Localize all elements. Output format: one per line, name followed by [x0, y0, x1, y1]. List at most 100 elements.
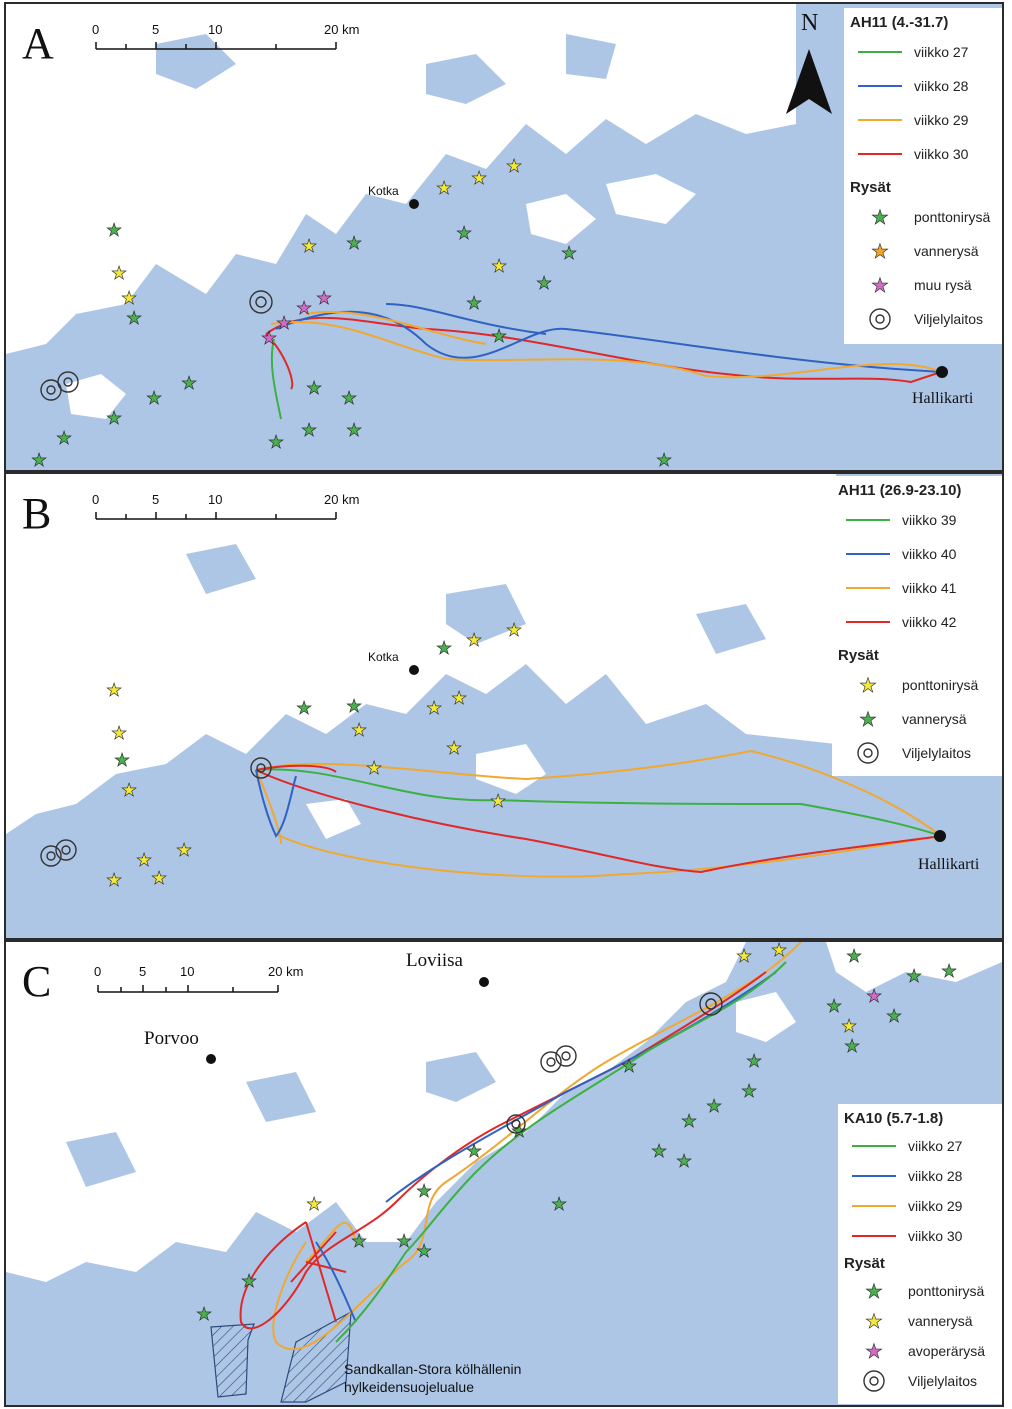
legend-track-item: viikko 41	[832, 571, 1002, 605]
hoop-trap-icon: ★	[490, 791, 506, 811]
track-group	[239, 942, 802, 1351]
legend-farm-item: Viljelylaitos	[832, 736, 1002, 770]
hoop-trap-icon: ★	[466, 630, 482, 650]
pontoon-trap-icon: ★	[146, 388, 162, 408]
pontoon-trap-icon: ★	[346, 420, 362, 440]
legend-track-item: viikko 30	[844, 137, 1002, 171]
pontoon-trap-icon: ★	[741, 1081, 757, 1101]
hoop-trap-icon: ★	[841, 1016, 857, 1036]
pontoon-trap-icon: ★	[491, 326, 507, 346]
pontoon-trap-icon: ★	[871, 206, 890, 229]
pontoon-trap-icon: ★	[536, 273, 552, 293]
legend-item-label: vannerysä	[914, 243, 979, 259]
legend-track-item: viikko 29	[838, 1191, 1002, 1221]
fish-farm-icon	[506, 1114, 526, 1134]
fish-farm-markers	[506, 992, 723, 1134]
pontoon-trap-icon: ★	[341, 388, 357, 408]
legend-item-label: muu rysä	[914, 277, 972, 293]
pontoon-trap-icon: ★	[621, 1056, 637, 1076]
legend-title: AH11 (4.-31.7)	[850, 14, 949, 31]
pontoon-trap-icon: ★	[31, 450, 47, 470]
legend-item-label: viikko 30	[914, 146, 969, 162]
pontoon-trap-icon: ★	[296, 698, 312, 718]
legend-trap-item: ★ ponttonirysä	[844, 200, 1002, 234]
hoop-trap-icon: ★	[871, 240, 890, 263]
other-trap-icon: ★	[865, 1340, 884, 1363]
hallikarti-marker	[936, 366, 948, 378]
legend-item-label: viikko 39	[902, 512, 957, 528]
lake	[186, 544, 256, 594]
land-island	[526, 194, 596, 244]
line-swatch-icon	[858, 153, 902, 155]
map-canvas: 0 5 10 20 km ★ ★ ★ ★ ★ ★ ★ ★	[6, 942, 1002, 1403]
pontoon-trap-icon: ★	[906, 966, 922, 986]
porvoo-marker	[206, 1054, 216, 1064]
hoop-trap-icon: ★	[136, 850, 152, 870]
pontoon-trap-icon: ★	[106, 220, 122, 240]
legend-item-label: viikko 28	[914, 78, 969, 94]
pontoon-trap-icon: ★	[126, 308, 142, 328]
fish-farm-icon	[55, 839, 77, 861]
lake	[446, 584, 526, 644]
legend-item-label: Viljelylaitos	[908, 1373, 977, 1389]
legend-farm-item: Viljelylaitos	[838, 1366, 1002, 1396]
legend-item-label: vannerysä	[908, 1313, 973, 1329]
map-panel-b: 0 5 10 20 km ★ ★ ★ ★ ★ ★ ★ ★ ★ ★ ★ ★ ★ ★…	[4, 472, 1004, 940]
line-swatch-icon	[852, 1205, 896, 1207]
protected-area	[210, 1323, 255, 1398]
fish-farm-icon	[555, 1045, 577, 1067]
legend-item-label: vannerysä	[902, 711, 967, 727]
line-swatch-icon	[852, 1175, 896, 1177]
legend-subtitle: Rysät	[838, 647, 879, 664]
track-week-27	[270, 338, 282, 420]
pontoon-trap-icon: ★	[651, 1141, 667, 1161]
hoop-trap-icon: ★	[506, 620, 522, 640]
legend-trap-item: ★ ponttonirysä	[832, 668, 1002, 702]
legend-item-label: viikko 40	[902, 546, 957, 562]
pontoon-trap-icon: ★	[466, 1141, 482, 1161]
pontoon-trap-icon: ★	[196, 1304, 212, 1324]
pontoon-trap-icon: ★	[844, 1036, 860, 1056]
scale-label: 0	[94, 964, 101, 979]
legend-item-label: viikko 29	[914, 112, 969, 128]
hoop-trap-icon: ★	[121, 288, 137, 308]
hoop-trap-icon: ★	[111, 723, 127, 743]
lake	[696, 604, 766, 654]
legend-track-item: viikko 27	[838, 1131, 1002, 1161]
legend: AH11 (26.9-23.10) viikko 39 viikko 40 vi…	[832, 476, 1002, 776]
hoop-trap-icon: ★	[111, 263, 127, 283]
scale-label: 0	[92, 22, 99, 37]
pontoon-trap-icon: ★	[865, 1280, 884, 1303]
land-island	[606, 174, 696, 224]
legend-title: AH11 (26.9-23.10)	[838, 482, 962, 499]
fish-farm-markers	[40, 757, 272, 867]
legend-track-item: viikko 40	[832, 537, 1002, 571]
pontoon-trap-icon: ★	[346, 233, 362, 253]
hoop-trap-icon: ★	[426, 698, 442, 718]
fish-farm-icon	[869, 308, 891, 330]
lake	[566, 34, 616, 79]
lake	[426, 1052, 496, 1102]
legend-item-label: ponttonirysä	[914, 209, 991, 225]
land-island	[66, 374, 126, 419]
pontoon-trap-icon: ★	[511, 1121, 527, 1141]
track-week-27	[335, 961, 787, 1343]
pontoon-trap-icon: ★	[859, 674, 878, 697]
place-label-kotka: Kotka	[368, 184, 399, 198]
pontoon-trap-icon: ★	[416, 1241, 432, 1261]
hoop-trap-icon: ★	[106, 680, 122, 700]
fish-farm-icon	[857, 742, 879, 764]
pontoon-trap-icon: ★	[676, 1151, 692, 1171]
line-swatch-icon	[852, 1145, 896, 1147]
pontoon-trap-icon: ★	[351, 1231, 367, 1251]
other-trap-icon: ★	[261, 328, 277, 348]
fish-farm-markers	[40, 290, 273, 401]
legend-title: KA10 (5.7-1.8)	[844, 1110, 944, 1127]
pontoon-trap-icon: ★	[396, 1231, 412, 1251]
pontoon-trap-icon: ★	[241, 1271, 257, 1291]
legend-subtitle: Rysät	[850, 179, 891, 196]
legend-track-item: viikko 28	[838, 1161, 1002, 1191]
pontoon-trap-icon: ★	[941, 961, 957, 981]
legend-item-label: Viljelylaitos	[914, 311, 983, 327]
scale-label: 20 km	[324, 492, 359, 507]
